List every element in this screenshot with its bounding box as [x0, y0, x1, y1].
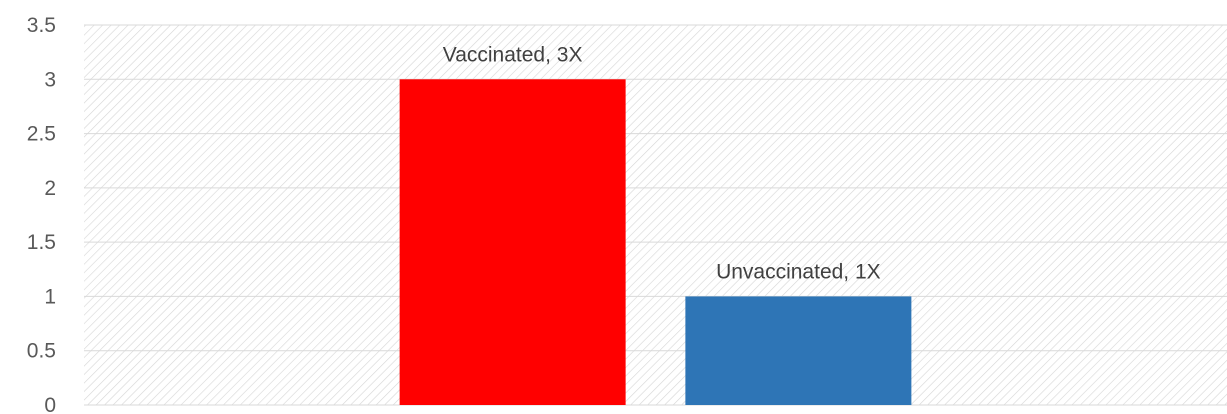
y-tick-label: 0.5 — [27, 340, 56, 363]
bar-unvaccinated — [685, 296, 912, 405]
y-tick-label: 0 — [44, 394, 56, 414]
data-label-unvaccinated: Unvaccinated, 1X — [716, 260, 881, 283]
y-tick-label: 3 — [44, 68, 56, 91]
plot-area-background — [84, 25, 1227, 405]
y-tick-label: 3.5 — [27, 14, 56, 37]
gridlines — [84, 24, 1227, 406]
bars — [399, 79, 912, 406]
data-labels: Vaccinated, 3X Unvaccinated, 1X — [443, 43, 881, 283]
y-tick-label: 2.5 — [27, 123, 56, 146]
data-label-vaccinated: Vaccinated, 3X — [443, 43, 583, 66]
y-tick-label: 1.5 — [27, 231, 56, 254]
bar-vaccinated — [399, 79, 626, 406]
y-axis-tick-labels: 0 0.5 1 1.5 2 2.5 3 3.5 — [27, 14, 56, 414]
y-tick-label: 1 — [44, 285, 56, 308]
y-tick-label: 2 — [44, 177, 56, 200]
